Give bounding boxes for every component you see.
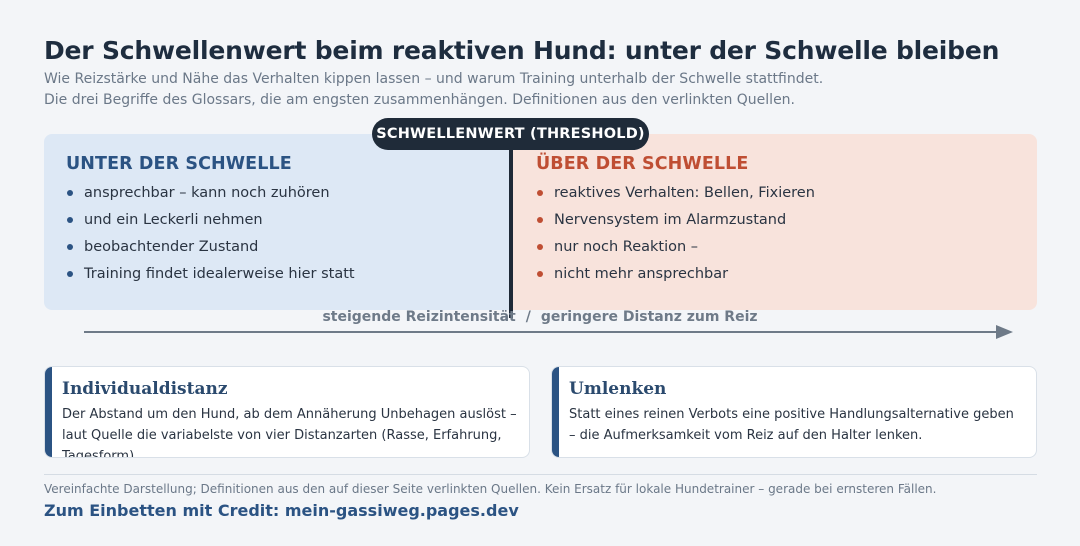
glossary-card-individualdistanz: Individualdistanz Der Abstand um den Hun… [44, 366, 530, 458]
list-item: nur noch Reaktion – [536, 237, 815, 264]
arrow-head-icon [996, 325, 1013, 339]
list-item: ansprechbar – kann noch zuhören [66, 183, 355, 210]
list-item: Training findet idealerweise hier statt [66, 264, 355, 291]
card-accent-bar [45, 367, 52, 457]
above-threshold-list: reaktives Verhalten: Bellen, Fixieren Ne… [536, 183, 815, 291]
threshold-label: SCHWELLENWERT (THRESHOLD) [372, 118, 649, 150]
subtitle-line-1: Wie Reizstärke und Nähe das Verhalten ki… [44, 71, 824, 87]
intensity-arrow-line [84, 331, 1000, 333]
list-item: reaktives Verhalten: Bellen, Fixieren [536, 183, 815, 210]
threshold-divider [509, 146, 513, 318]
subtitle-line-2: Die drei Begriffe des Glossars, die am e… [44, 92, 796, 108]
page-title: Der Schwellenwert beim reaktiven Hund: u… [44, 36, 1000, 65]
below-threshold-heading: UNTER DER SCHWELLE [66, 154, 292, 174]
above-threshold-heading: ÜBER DER SCHWELLE [536, 154, 749, 174]
credit-link[interactable]: Zum Einbetten mit Credit: mein-gassiweg.… [44, 501, 519, 520]
axis-separator: / [525, 309, 531, 325]
footer-note: Vereinfachte Darstellung; Definitionen a… [44, 482, 937, 496]
axis-label: steigende Reizintensität / geringere Dista… [0, 309, 1080, 325]
below-threshold-panel [44, 134, 512, 310]
footer-divider [44, 474, 1037, 475]
list-item: Nervensystem im Alarmzustand [536, 210, 815, 237]
above-threshold-panel [512, 134, 1037, 310]
card-title: Individualdistanz [62, 379, 228, 399]
glossary-card-umlenken: Umlenken Statt eines reinen Verbots eine… [551, 366, 1037, 458]
card-text: Statt eines reinen Verbots eine positive… [569, 407, 1014, 443]
card-text: Der Abstand um den Hund, ab dem Annäheru… [62, 407, 517, 458]
card-accent-bar [552, 367, 559, 457]
axis-label-distance: geringere Distanz zum Reiz [540, 309, 758, 325]
list-item: und ein Leckerli nehmen [66, 210, 355, 237]
list-item: beobachtender Zustand [66, 237, 355, 264]
card-title: Umlenken [569, 379, 667, 399]
axis-label-intensity: steigende Reizintensität [322, 309, 516, 325]
below-threshold-list: ansprechbar – kann noch zuhören und ein … [66, 183, 355, 291]
list-item: nicht mehr ansprechbar [536, 264, 815, 291]
